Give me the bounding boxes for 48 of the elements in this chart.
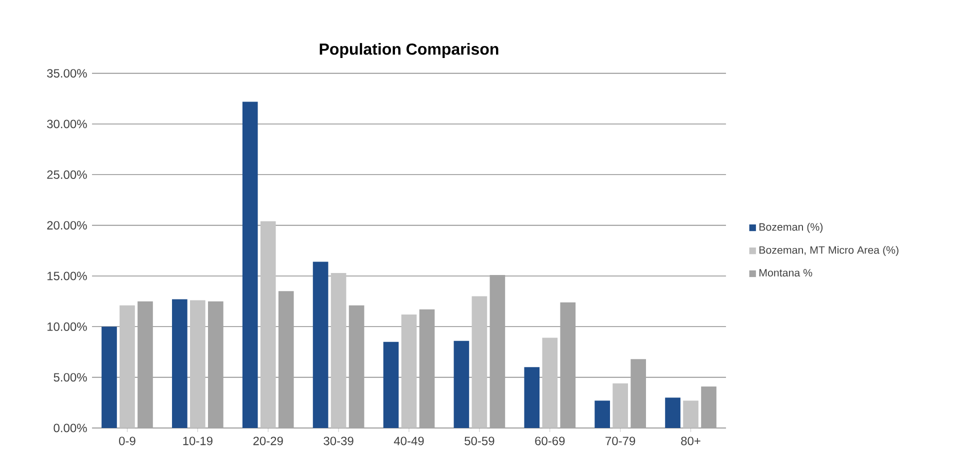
x-tick-label: 50-59 [464,436,494,446]
bar [138,301,153,428]
y-tick-label: 20.00% [47,221,87,230]
legend-label: Bozeman (%) [759,222,823,233]
bar [242,102,258,428]
bar [419,309,435,428]
legend-label: Bozeman, MT Micro Area (%) [759,246,898,256]
bar [172,299,188,428]
bar [330,272,346,428]
bar [312,262,328,428]
bar [454,340,470,428]
bar [260,221,276,428]
bar [472,296,488,428]
bar [208,301,224,428]
y-tick-label: 30.00% [47,120,87,128]
y-tick-label: 25.00% [47,170,87,179]
x-tick-label: 20-29 [253,436,283,446]
bar [120,305,135,428]
bar [401,314,417,428]
x-tick-label: 10-19 [183,436,212,446]
x-tick-label: 70-79 [606,436,636,446]
x-tick-label: 80+ [681,436,700,446]
x-tick-label: 60-69 [535,436,565,446]
bar [612,383,628,428]
bar [102,326,117,428]
bar [630,359,646,428]
x-tick-label: 40-49 [394,436,424,446]
bar [348,305,364,428]
y-tick-label: 35.00% [47,69,87,78]
y-tick-label: 10.00% [48,322,87,331]
chart-title: Population Comparison [320,43,498,58]
y-tick-label: 15.00% [48,272,87,280]
y-tick-label: 5.00% [54,373,87,382]
bar [701,386,716,428]
legend-label: Montana % [759,269,812,277]
bar [278,291,294,428]
bar [560,302,576,428]
bar [524,367,540,428]
bar [683,400,698,428]
x-tick-label: 30-39 [324,436,354,446]
x-tick-label: 0-9 [119,436,136,446]
bar [490,274,506,428]
bar [190,300,206,428]
bar [594,400,610,428]
bar [542,338,558,428]
bar [665,398,680,428]
y-tick-label: 0.00% [54,424,87,432]
bar [383,342,399,428]
